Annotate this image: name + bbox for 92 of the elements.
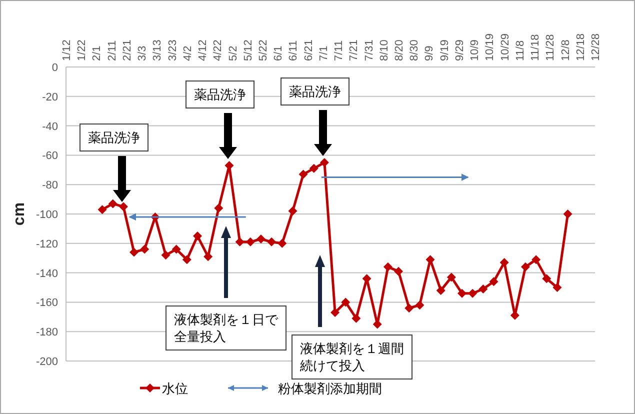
annotation: 薬品洗浄 [88, 130, 140, 145]
point [520, 262, 530, 272]
x-tick-label: 4/12 [197, 40, 210, 61]
y-tick-label: -20 [42, 91, 58, 104]
point [267, 237, 276, 246]
x-tick-label: 5/22 [257, 40, 270, 61]
point [542, 274, 552, 284]
point [288, 206, 298, 216]
point [500, 258, 509, 268]
y-tick-label: -120 [36, 238, 58, 250]
point [552, 283, 562, 292]
point [172, 244, 181, 254]
point [130, 248, 139, 257]
x-tick-label: 8/20 [394, 40, 406, 61]
x-tick-label: 2/21 [121, 40, 134, 61]
annotation: 液体製剤を１日で全量投入 [174, 312, 279, 344]
point [563, 210, 572, 218]
x-tick-label: 11/8 [514, 40, 526, 61]
point [246, 237, 255, 246]
point [468, 288, 478, 298]
x-tick-label: 8/10 [378, 40, 390, 61]
point [298, 170, 308, 179]
point [140, 244, 150, 254]
x-tick-label: 4/2 [182, 46, 194, 61]
x-tick-label: 7/1 [318, 46, 330, 61]
y-tick-label: -80 [42, 180, 58, 192]
x-tick-label: 1/22 [76, 40, 88, 61]
x-tick-label: 9/9 [424, 46, 436, 61]
point [192, 232, 202, 241]
point [118, 202, 128, 212]
x-tick-label: 6/21 [302, 40, 315, 61]
x-tick-label: 6/11 [288, 40, 300, 61]
point [489, 277, 498, 286]
x-tick-label: 2/1 [91, 46, 104, 61]
x-tick-label: 6/1 [272, 46, 285, 61]
point [341, 298, 350, 307]
x-tick-label: 9/19 [438, 40, 451, 61]
x-tick-label: 5/12 [242, 40, 254, 61]
y-tick-label: -140 [36, 268, 58, 280]
point [278, 238, 287, 248]
y-tick-label: -160 [36, 297, 58, 310]
x-tick-label: 12/28 [590, 33, 602, 61]
point [108, 199, 118, 208]
x-tick-label: 12/8 [560, 40, 572, 61]
point [214, 204, 224, 213]
x-tick-label: 10/19 [484, 33, 496, 61]
legend-label: 粉体製剤添加期間 [278, 381, 382, 396]
x-tick-label: 5/2 [227, 46, 240, 61]
point [404, 304, 414, 313]
point [415, 300, 424, 310]
x-tick-label: 10/9 [469, 40, 482, 61]
x-tick-label: 11/28 [544, 34, 557, 61]
x-tick-label: 7/31 [363, 40, 376, 61]
legend-label: 水位 [162, 381, 188, 396]
point [457, 288, 466, 298]
point [436, 286, 446, 295]
x-tick-label: 4/22 [212, 40, 224, 61]
point [309, 164, 318, 173]
x-tick-label: 7/21 [348, 40, 360, 61]
point [182, 255, 192, 264]
annotation: 薬品洗浄 [289, 84, 341, 99]
x-tick-label: 7/11 [333, 40, 346, 61]
point [394, 266, 404, 276]
point [532, 255, 541, 264]
annotation: 薬品洗浄 [194, 87, 246, 102]
x-tick-label: 3/3 [136, 46, 149, 61]
y-tick-label: -60 [42, 150, 58, 162]
x-tick-label: 3/23 [166, 40, 179, 61]
point [256, 234, 266, 244]
point [352, 314, 361, 323]
x-tick-label: 1/12 [61, 40, 73, 61]
y-tick-label: 0 [52, 62, 58, 74]
point [446, 272, 456, 282]
x-tick-label: 3/13 [152, 40, 164, 61]
y-tick-label: -200 [36, 356, 58, 368]
y-tick-label: -180 [36, 326, 58, 339]
point [478, 284, 488, 294]
x-tick-label: 11/18 [530, 34, 542, 61]
annotation: 液体製剤を１週間続けて投入 [299, 341, 404, 373]
x-tick-label: 8/30 [408, 40, 421, 61]
point [161, 250, 170, 260]
point [235, 237, 244, 246]
x-tick-label: 9/29 [454, 40, 466, 61]
y-tick-label: -100 [36, 209, 58, 221]
y-axis-title: cm [11, 202, 28, 226]
x-tick-label: 2/11 [106, 40, 118, 61]
x-tick-label: 10/29 [499, 33, 512, 61]
y-tick-label: -40 [42, 120, 58, 133]
point [98, 205, 107, 214]
point [204, 252, 213, 262]
x-tick-label: 12/18 [574, 33, 587, 61]
point [383, 262, 392, 272]
